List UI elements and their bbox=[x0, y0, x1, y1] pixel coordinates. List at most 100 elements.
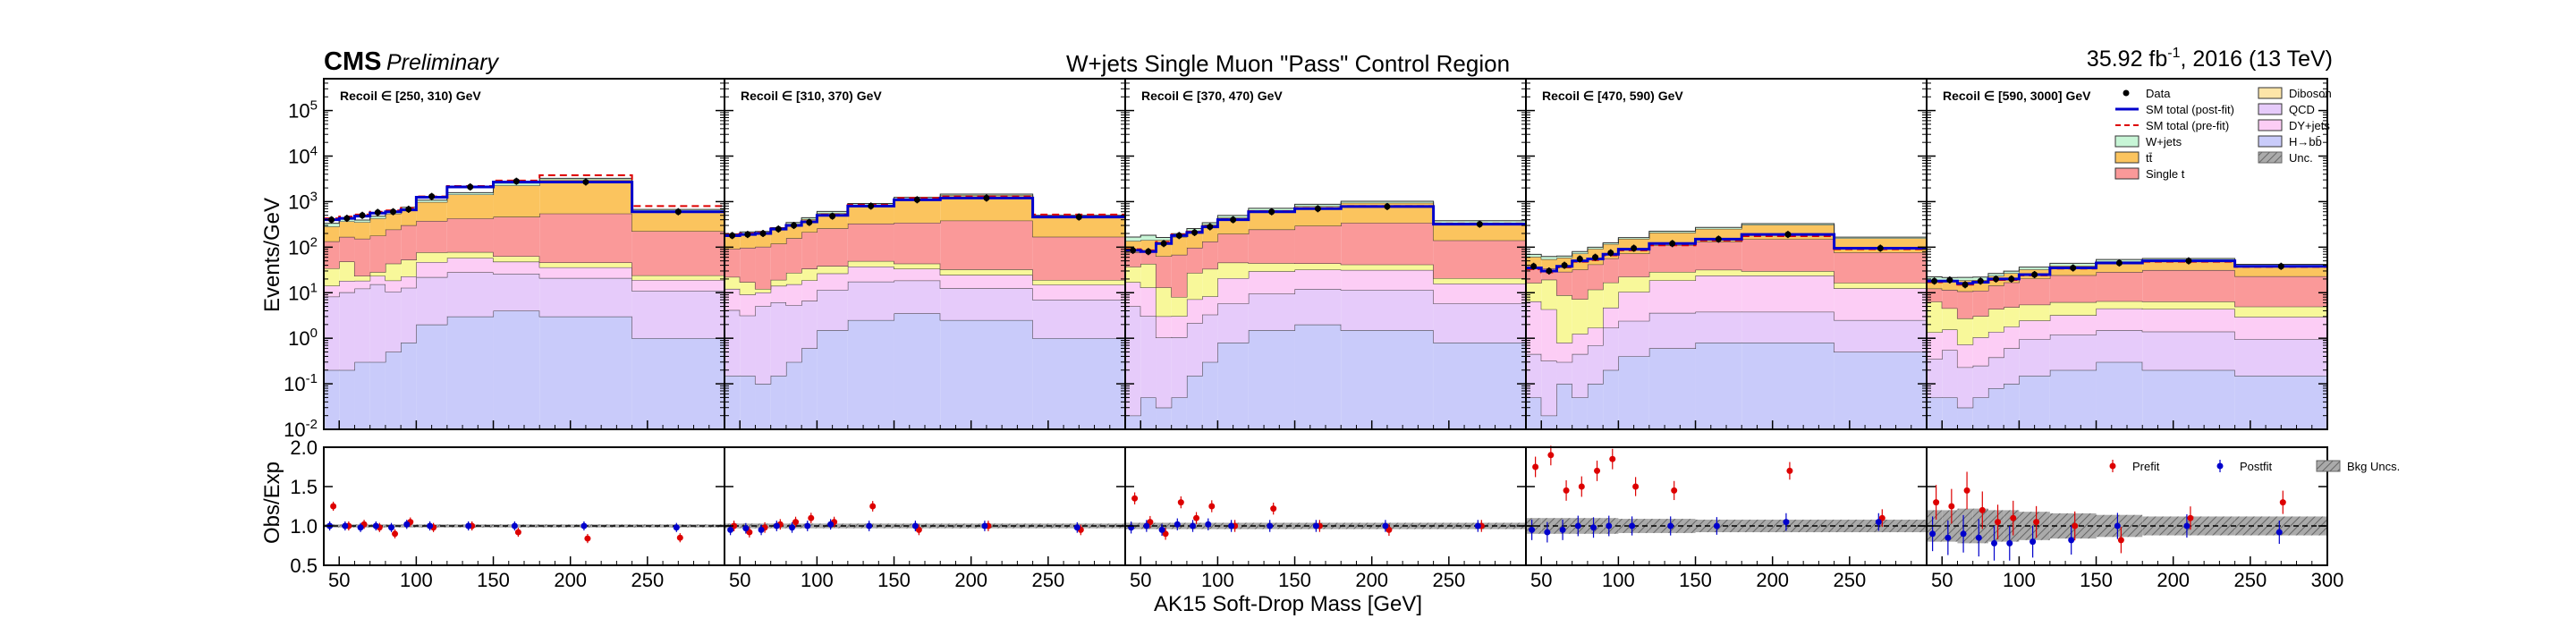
stack-bar-singlet bbox=[446, 218, 494, 252]
prefit-ratio-point bbox=[676, 534, 683, 541]
stack-bar-qcd bbox=[1927, 359, 1943, 398]
stack-bar-yellow_band bbox=[354, 275, 370, 281]
stack-bar-singlet bbox=[1587, 264, 1604, 290]
y-tick-label: 102 bbox=[288, 234, 318, 258]
stack-bar-wjets bbox=[1834, 237, 1927, 239]
x-tick-label: 50 bbox=[328, 569, 350, 591]
postfit-ratio-point bbox=[1174, 521, 1181, 528]
data-point bbox=[328, 216, 335, 224]
stack-bar-dyjets bbox=[1834, 288, 1927, 320]
stack-bar-wjets bbox=[1125, 236, 1141, 242]
postfit-ratio-point bbox=[357, 524, 364, 531]
data-point bbox=[343, 215, 351, 222]
stack-bar-hbb bbox=[631, 338, 724, 429]
stack-bar-dyjets bbox=[1587, 327, 1604, 346]
stack-bar-singlet bbox=[724, 249, 741, 277]
postfit-ratio-point bbox=[2029, 538, 2037, 546]
postfit-ratio-point bbox=[804, 522, 811, 530]
stack-bar-dyjets bbox=[801, 280, 818, 301]
stack-bar-qcd bbox=[1294, 289, 1342, 325]
postfit-ratio-point bbox=[1606, 522, 1613, 530]
data-point bbox=[1160, 240, 1167, 247]
stack-bar-yellow_band bbox=[1587, 289, 1604, 328]
stack-bar-singlet bbox=[801, 232, 818, 269]
data-point bbox=[582, 178, 589, 185]
ratio-panel-4: 50 100 150 200 250 bbox=[1525, 445, 1928, 591]
prefit-ratio-point bbox=[1594, 467, 1601, 474]
stack-bar-dyjets bbox=[1032, 284, 1125, 301]
stack-bar-yellow_band bbox=[1248, 263, 1295, 272]
y-tick-label: 104 bbox=[288, 144, 318, 168]
data-point bbox=[868, 202, 875, 209]
stack-bar-qcd bbox=[1834, 319, 1927, 352]
y-axis-label-main: Events/GeV bbox=[260, 198, 284, 312]
stack-bar-singlet bbox=[339, 236, 355, 262]
stack-bar-yellow_band bbox=[847, 260, 894, 267]
data-point bbox=[759, 230, 767, 237]
stack-bar-yellow_band bbox=[2004, 307, 2020, 327]
stack-bar-yellow_band bbox=[1942, 308, 1958, 330]
stack-bar-wjets bbox=[1648, 231, 1696, 233]
stack-bar-hbb bbox=[801, 348, 818, 429]
prefit-ratio-point bbox=[1995, 519, 2002, 526]
legend-swatch-diboson bbox=[2258, 87, 2283, 99]
stack-bar-qcd bbox=[1572, 353, 1588, 398]
stack-bar-singlet bbox=[2234, 275, 2327, 307]
data-point bbox=[2008, 275, 2015, 283]
stack-bar-yellow_band bbox=[1972, 316, 1988, 338]
data-point bbox=[2070, 265, 2077, 272]
status-label: Preliminary bbox=[386, 50, 500, 75]
stack-bar-singlet bbox=[1695, 242, 1742, 270]
stack-bar-qcd bbox=[1171, 337, 1187, 398]
stack-bar-ttbar bbox=[324, 226, 340, 242]
stack-bar-wjets bbox=[324, 223, 340, 227]
stack-bar-yellow_band bbox=[755, 289, 771, 293]
stack-bar-hbb bbox=[1433, 343, 1526, 429]
stack-bar-yellow_band bbox=[801, 268, 818, 281]
postfit-ratio-point bbox=[1975, 534, 1982, 541]
postfit-ratio-point bbox=[866, 522, 873, 530]
stack-bar-qcd bbox=[2019, 339, 2050, 377]
stack-bar-singlet bbox=[385, 229, 402, 264]
stack-bar-hbb bbox=[1140, 397, 1157, 429]
postfit-ratio-point bbox=[1073, 524, 1080, 531]
data-point bbox=[729, 232, 736, 239]
legend-label-singlet: Single t bbox=[2146, 167, 2185, 181]
postfit-ratio-point bbox=[1667, 522, 1674, 530]
stack-bar-yellow_band bbox=[2096, 301, 2143, 309]
stack-bar-ttbar bbox=[1541, 258, 1557, 268]
y-tick-label: 100 bbox=[288, 326, 318, 350]
postfit-ratio-point bbox=[673, 524, 680, 531]
stack-bar-singlet bbox=[1927, 288, 1943, 302]
data-point bbox=[1191, 229, 1199, 236]
stack-bar-yellow_band bbox=[894, 263, 941, 269]
stack-bar-singlet bbox=[1171, 254, 1187, 298]
data-point bbox=[359, 212, 366, 219]
x-tick-label: 200 bbox=[954, 569, 987, 591]
stack-bar-dyjets bbox=[940, 275, 1033, 289]
data-point bbox=[983, 194, 990, 201]
luminosity-label: 35.92 fb-1, 2016 (13 TeV) bbox=[2087, 46, 2333, 72]
stack-bar-singlet bbox=[1987, 285, 2004, 309]
data-point bbox=[1977, 277, 1984, 284]
stack-bar-ttbar bbox=[740, 234, 756, 248]
stack-edge-dyjets bbox=[1927, 308, 2327, 345]
stack-bar-yellow_band bbox=[1171, 297, 1187, 317]
prefit-ratio-point bbox=[1270, 505, 1277, 513]
data-point bbox=[2031, 271, 2038, 278]
stack-bar-singlet bbox=[1556, 271, 1572, 296]
postfit-line bbox=[324, 180, 724, 222]
stack-bar-hbb bbox=[401, 343, 417, 429]
stack-bar-ttbar bbox=[1526, 257, 1542, 267]
x-tick-label: 250 bbox=[1031, 569, 1064, 591]
stack-bar-hbb bbox=[1587, 384, 1604, 429]
x-tick-label: 250 bbox=[631, 569, 664, 591]
x-tick-label: 100 bbox=[2003, 569, 2036, 591]
stack-edge-yellow_band bbox=[1125, 262, 1526, 298]
postfit-ratio-point bbox=[2183, 522, 2190, 530]
x-tick-label: 250 bbox=[1432, 569, 1465, 591]
stack-bar-qcd bbox=[740, 315, 756, 377]
stack-bar-hbb bbox=[940, 319, 1033, 429]
stack-bar-yellow_band bbox=[1741, 271, 1835, 276]
